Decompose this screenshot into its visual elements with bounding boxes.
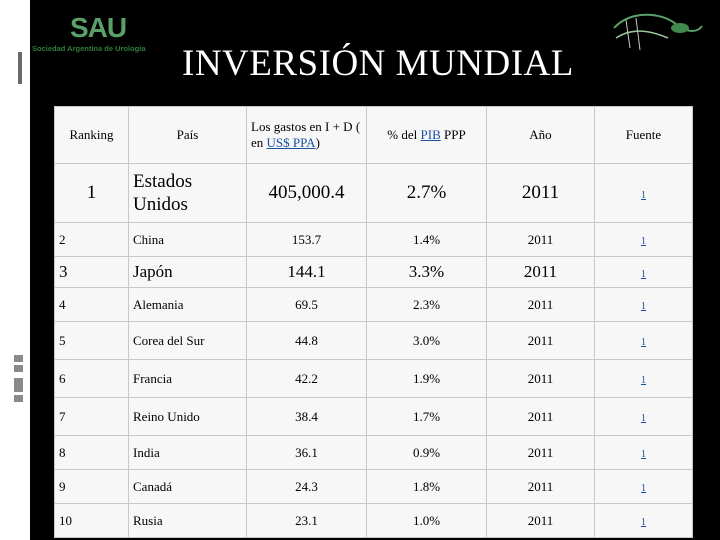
source-cell: 1 (594, 321, 693, 360)
gdp-cell: 0.9% (366, 435, 487, 470)
sau-logo: SAU Sociedad Argentina de Urología (32, 12, 172, 60)
spending-cell: 153.7 (246, 222, 367, 257)
spending-cell: 69.5 (246, 287, 367, 322)
header-anio: Año (486, 106, 595, 164)
investment-table: Ranking País Los gastos en I + D ( en US… (54, 106, 693, 538)
pib-link[interactable]: PIB (420, 127, 441, 142)
table-row: 5 Corea del Sur 44.8 3.0% 2011 1 (54, 321, 693, 360)
source-cell: 1 (594, 503, 693, 538)
header-ranking: Ranking (54, 106, 129, 164)
country-cell: Estados Unidos (128, 163, 247, 223)
source-link[interactable]: 1 (641, 235, 646, 247)
source-cell: 1 (594, 287, 693, 322)
gdp-cell: 3.3% (366, 256, 487, 288)
year-cell: 2011 (486, 163, 595, 223)
rank-cell: 6 (54, 359, 129, 398)
logo-mark: SAU (70, 12, 127, 43)
rank-cell: 3 (54, 256, 129, 288)
table-row: 3 Japón 144.1 3.3% 2011 1 (54, 256, 693, 288)
spending-cell: 38.4 (246, 397, 367, 436)
year-cell: 2011 (486, 256, 595, 288)
source-cell: 1 (594, 256, 693, 288)
side-bar-decoration (14, 355, 23, 405)
year-cell: 2011 (486, 503, 595, 538)
us-ppa-link[interactable]: US$ PPA (266, 135, 316, 150)
rank-cell: 8 (54, 435, 129, 470)
header-fuente: Fuente (594, 106, 693, 164)
gdp-cell: 1.0% (366, 503, 487, 538)
country-cell: Rusia (128, 503, 247, 538)
rank-cell: 4 (54, 287, 129, 322)
table-row: 9 Canadá 24.3 1.8% 2011 1 (54, 469, 693, 504)
country-cell: Canadá (128, 469, 247, 504)
source-link[interactable]: 1 (641, 482, 646, 494)
rank-cell: 7 (54, 397, 129, 436)
kidney-line-art-decoration (613, 13, 703, 51)
table-row: 6 Francia 42.2 1.9% 2011 1 (54, 359, 693, 398)
source-cell: 1 (594, 163, 693, 223)
year-cell: 2011 (486, 359, 595, 398)
country-cell: China (128, 222, 247, 257)
gdp-cell: 1.9% (366, 359, 487, 398)
source-cell: 1 (594, 469, 693, 504)
spending-cell: 42.2 (246, 359, 367, 398)
gdp-cell: 2.3% (366, 287, 487, 322)
country-cell: Japón (128, 256, 247, 288)
spending-cell: 44.8 (246, 321, 367, 360)
gdp-cell: 3.0% (366, 321, 487, 360)
spending-cell: 23.1 (246, 503, 367, 538)
source-link[interactable]: 1 (641, 336, 646, 348)
year-cell: 2011 (486, 287, 595, 322)
table-row: 1 Estados Unidos 405,000.4 2.7% 2011 1 (54, 163, 693, 223)
source-link[interactable]: 1 (641, 269, 646, 280)
slide-bracket-decoration (18, 52, 32, 84)
rank-cell: 5 (54, 321, 129, 360)
table-row: 2 China 153.7 1.4% 2011 1 (54, 222, 693, 257)
spending-cell: 144.1 (246, 256, 367, 288)
left-frame (0, 0, 30, 540)
gdp-cell: 1.4% (366, 222, 487, 257)
year-cell: 2011 (486, 435, 595, 470)
source-link[interactable]: 1 (641, 374, 646, 386)
rank-cell: 1 (54, 163, 129, 223)
country-cell: Reino Unido (128, 397, 247, 436)
source-link[interactable]: 1 (641, 300, 646, 312)
country-cell: Corea del Sur (128, 321, 247, 360)
year-cell: 2011 (486, 397, 595, 436)
gdp-cell: 2.7% (366, 163, 487, 223)
spending-cell: 24.3 (246, 469, 367, 504)
gdp-cell: 1.7% (366, 397, 487, 436)
header-pib: % del PIB PPP (366, 106, 487, 164)
source-cell: 1 (594, 397, 693, 436)
table-row: 8 India 36.1 0.9% 2011 1 (54, 435, 693, 470)
source-cell: 1 (594, 359, 693, 398)
rank-cell: 10 (54, 503, 129, 538)
source-link[interactable]: 1 (641, 190, 646, 201)
source-cell: 1 (594, 222, 693, 257)
investment-table-container: Ranking País Los gastos en I + D ( en US… (54, 106, 693, 538)
rank-cell: 2 (54, 222, 129, 257)
year-cell: 2011 (486, 321, 595, 360)
table-row: 10 Rusia 23.1 1.0% 2011 1 (54, 503, 693, 538)
header-gastos: Los gastos en I + D ( en US$ PPA) (246, 106, 367, 164)
source-cell: 1 (594, 435, 693, 470)
source-link[interactable]: 1 (641, 448, 646, 460)
table-header-row: Ranking País Los gastos en I + D ( en US… (54, 106, 693, 164)
source-link[interactable]: 1 (641, 412, 646, 424)
country-cell: Alemania (128, 287, 247, 322)
spending-cell: 36.1 (246, 435, 367, 470)
spending-cell: 405,000.4 (246, 163, 367, 223)
rank-cell: 9 (54, 469, 129, 504)
gdp-cell: 1.8% (366, 469, 487, 504)
country-cell: Francia (128, 359, 247, 398)
logo-subtitle: Sociedad Argentina de Urología (32, 44, 146, 53)
table-row: 7 Reino Unido 38.4 1.7% 2011 1 (54, 397, 693, 436)
year-cell: 2011 (486, 469, 595, 504)
header-pais: País (128, 106, 247, 164)
country-cell: India (128, 435, 247, 470)
year-cell: 2011 (486, 222, 595, 257)
table-row: 4 Alemania 69.5 2.3% 2011 1 (54, 287, 693, 322)
slide-title: INVERSIÓN MUNDIAL (182, 43, 574, 84)
source-link[interactable]: 1 (641, 516, 646, 528)
